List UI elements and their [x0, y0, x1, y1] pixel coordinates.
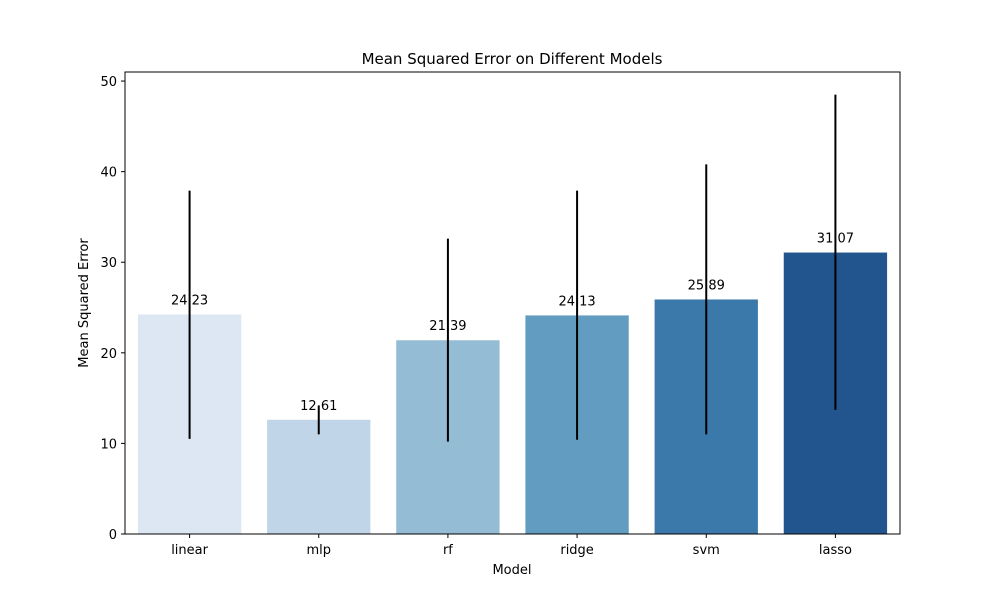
y-tick-label-20: 20 — [100, 347, 117, 362]
data-label-svm: 25.89 — [688, 278, 725, 293]
data-label-linear: 24.23 — [171, 294, 208, 309]
x-axis: linear mlp rf ridge svm lasso — [171, 534, 852, 558]
y-tick-label-10: 10 — [100, 437, 117, 452]
x-tick-label-rf: rf — [443, 543, 453, 558]
y-tick-label-50: 50 — [100, 75, 117, 90]
data-label-lasso: 31.07 — [817, 232, 854, 247]
plot-area: 24.23 12.61 21.39 24.13 25.89 31.07 — [137, 94, 888, 534]
plot-frame — [124, 71, 901, 535]
y-axis-label: Mean Squared Error — [77, 238, 92, 368]
y-tick-label-0: 0 — [109, 528, 117, 543]
x-tick-label-linear: linear — [171, 543, 208, 558]
x-tick-label-svm: svm — [693, 543, 720, 558]
data-label-ridge: 24.13 — [558, 294, 595, 309]
x-tick-label-ridge: ridge — [560, 543, 593, 558]
y-tick-label-30: 30 — [100, 256, 117, 271]
x-tick-label-lasso: lasso — [819, 543, 852, 558]
chart-title: Mean Squared Error on Different Models — [362, 50, 663, 68]
data-label-rf: 21.39 — [429, 319, 466, 334]
data-label-mlp: 12.61 — [300, 399, 337, 414]
bar-mlp — [267, 419, 371, 534]
x-axis-label: Model — [492, 563, 531, 578]
y-tick-label-40: 40 — [100, 166, 117, 181]
x-tick-label-mlp: mlp — [306, 543, 331, 558]
y-axis: 0 10 20 30 40 50 — [100, 75, 125, 543]
